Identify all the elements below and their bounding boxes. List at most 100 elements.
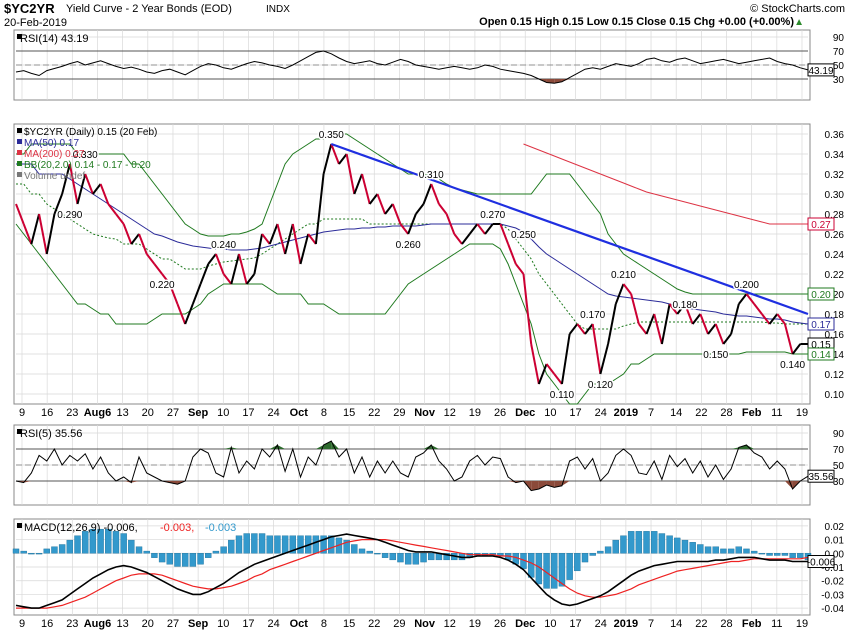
x-tick-label: 22 [368,618,380,630]
price-annotation: 0.310 [419,170,444,181]
price-segment-down [776,313,786,325]
macd-histogram-bar [35,553,43,555]
rsi5-last-value: 35.56 [808,472,833,483]
price-segment-up [537,363,548,385]
macd-histogram-bar [750,550,758,554]
x-tick-label: 11 [771,618,782,630]
macd-histogram-bar [143,550,150,554]
macd-histogram-bar [266,535,273,554]
price-segment-up [568,323,579,335]
price-segment-down [668,303,679,315]
price-segment-down [445,213,456,235]
macd-histogram-bar [635,531,643,554]
rsi5-oversold-fill [531,481,539,491]
macd-histogram-bar [120,533,127,554]
panels-layer: 90 70 50 30 RSI(14) 43.19 43.19 0.36 0.34 0.32 0.… [12,29,845,630]
price-legend-marker [17,172,22,177]
x-tick-label: 2019 [614,618,638,630]
price-segment-down [161,273,171,285]
price-segment-up [560,333,571,385]
macd-histogram-bar [174,553,181,567]
x-tick-label: 8 [321,618,327,630]
price-segment-up [130,233,140,245]
price-segment-down [553,373,563,385]
price-annotation: 0.180 [672,300,697,311]
rsi5-oversold-fill [561,481,570,486]
rsi5-y-tick: 90 [833,429,845,440]
price-badge: 0.20 [811,290,831,301]
macd-legend-signal: -0.003, [160,522,194,534]
macd-histogram-bar [228,539,235,554]
x-tick-label: 10 [544,407,556,419]
price-y-tick: 0.26 [825,230,845,241]
macd-histogram-bar [51,546,58,554]
price-y-tick: 0.28 [825,210,845,221]
price-segment-up [599,343,610,375]
price-annotation: 0.290 [57,210,82,221]
x-tick-label: 20 [142,618,154,630]
macd-histogram-bar [366,550,373,554]
price-segment-up [607,303,617,345]
macd-histogram-bar [274,535,281,554]
macd-histogram-bar [704,546,712,554]
macd-histogram-bar [620,535,627,554]
x-tick-label: 10 [217,407,229,419]
price-segment-down [430,183,440,205]
x-tick-label: 7 [648,618,654,630]
macd-histogram-bar [320,535,327,554]
macd-histogram-bar [720,548,727,554]
rsi5-overbought-fill [731,447,739,449]
price-segment-up [691,313,702,325]
price-segment-down [38,213,48,255]
x-tick-label: 22 [368,407,380,419]
price-segment-down [138,233,148,255]
macd-histogram-bar [404,553,412,565]
price-legend-entry: $YC2YR (Daily) 0.15 (20 Feb) [24,127,157,138]
macd-histogram-bar [597,550,604,554]
macd-histogram-bar [566,553,573,580]
x-tick-label: 26 [494,407,506,419]
price-segment-up [61,163,71,195]
symbol-title: $YC2YR [4,1,55,16]
price-segment-up [322,143,333,175]
macd-histogram-bar [181,553,189,567]
macd-histogram-bar [727,548,735,554]
rsi14-legend-marker [17,34,22,39]
price-annotation: 0.170 [580,310,605,321]
rsi14-y-tick: 70 [833,47,845,58]
price-legend-entry: Volume undef [24,171,85,182]
price-segment-down [391,203,402,225]
rsi5-oversold-fill [23,481,32,483]
macd-histogram-bar [781,553,789,556]
price-legend-entry: MA(50) 0.17 [24,138,79,149]
price-y-tick: 0.12 [825,370,845,381]
price-legend-marker [17,128,22,133]
macd-histogram-bar [551,553,558,589]
x-tick-label: 17 [242,618,254,630]
price-annotation: 0.240 [211,240,236,251]
rsi5-overbought-fill [231,447,239,449]
macd-histogram-bar [581,553,589,563]
x-tick-label: 24 [267,618,279,630]
price-legend-entry: BB(20,2.0) 0.14 - 0.17 - 0.20 [24,160,151,171]
price-segment-up [76,173,87,205]
bb-lower-line [15,223,808,405]
price-segment-down [15,203,25,225]
price-segment-up [53,193,64,215]
macd-histogram-bar [674,537,681,554]
macd-histogram-bar [281,535,289,554]
x-tick-label: 13 [117,618,129,630]
rsi5-overbought-fill [323,441,332,449]
x-tick-label: 11 [771,407,782,419]
copyright: © StockCharts.com [750,3,845,15]
rsi5-legend-marker [17,429,22,434]
price-segment-down [699,313,709,335]
price-badge: 0.15 [811,340,831,351]
x-tick-label: Sep [188,407,208,419]
macd-histogram-bar [12,548,20,554]
price-segment-down [783,323,794,355]
price-badge-box [807,347,835,361]
x-tick-label: 28 [720,407,732,419]
macd-histogram-bar [243,533,250,554]
price-segment-down [653,313,663,345]
